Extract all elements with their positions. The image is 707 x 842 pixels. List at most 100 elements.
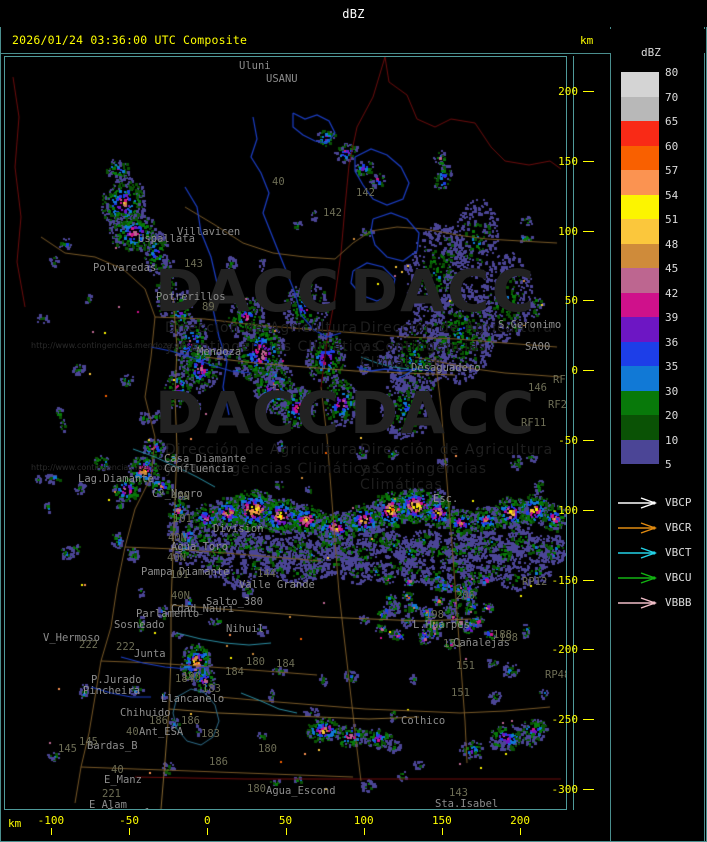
- x-axis-unit-label: km: [8, 817, 22, 830]
- route-label: 151: [451, 687, 470, 699]
- colorbar-title: dBZ: [641, 46, 661, 59]
- y-axis-tick-label: -150: [551, 573, 579, 587]
- colorbar-swatch: [621, 145, 659, 170]
- x-axis-tick-label: 0: [203, 814, 211, 827]
- colorbar-tick-label: 80: [665, 66, 679, 79]
- route-label: 186: [149, 715, 168, 727]
- window-title-text: dBZ: [342, 6, 365, 21]
- route-label: 222: [79, 639, 98, 651]
- arrow-icon: [618, 547, 658, 559]
- route-label: 180: [247, 783, 266, 795]
- colorbar-tick-label: 30: [665, 384, 679, 398]
- colorbar-tick-label: 60: [665, 139, 679, 153]
- colorbar-swatch: [621, 390, 659, 415]
- colorbar-tick-label: 39: [665, 311, 679, 324]
- route-label: RP12: [522, 576, 548, 588]
- colorbar-swatch: [621, 96, 659, 121]
- colorbar-swatch: [621, 415, 659, 440]
- route-label: 184: [225, 666, 244, 678]
- y-axis-tick: [583, 719, 594, 721]
- panel-separator: [704, 27, 705, 842]
- colorbar-tick-label: 65: [665, 115, 679, 128]
- y-axis-tick-label: 200: [558, 84, 578, 98]
- route-label: 89: [202, 301, 215, 313]
- route-label: 190: [182, 671, 201, 683]
- route-label: 40N: [171, 590, 190, 602]
- colorbar-swatch: [621, 121, 659, 146]
- colorbar-tick-label: 42: [665, 286, 679, 300]
- route-label: 188: [493, 629, 512, 641]
- arrow-icon: [618, 597, 658, 609]
- timestamp-label: 2026/01/24 03:36:00 UTC Composite: [12, 33, 248, 47]
- route-label: 40: [126, 726, 139, 738]
- route-label: 40N: [171, 491, 190, 503]
- route-label: 101: [173, 513, 192, 525]
- route-label: 145: [58, 743, 77, 755]
- route-label: RP48: [545, 669, 566, 681]
- colorbar-swatch: [621, 366, 659, 391]
- vector-legend-label: VBCT: [665, 546, 692, 559]
- colorbar-swatch: [621, 341, 659, 366]
- route-label: 143: [184, 258, 203, 270]
- y-axis-tick: [583, 649, 594, 651]
- colorbar-swatch: [621, 292, 659, 317]
- colorbar-tick-label: 57: [665, 164, 679, 177]
- vector-legend: VBCP VBCR VBCT VBCU VBBB: [617, 492, 707, 617]
- window-title: dBZ: [0, 0, 707, 27]
- route-label: 206: [456, 590, 475, 602]
- arrow-icon: [618, 497, 658, 509]
- route-label: RF3: [553, 374, 566, 386]
- frame-edge-left: [0, 0, 1, 842]
- colorbar-tick-label: 5: [665, 458, 672, 471]
- radar-reflectivity-canvas[interactable]: [5, 57, 566, 809]
- route-label: 40: [111, 764, 124, 776]
- route-label: 143: [449, 787, 468, 799]
- y-axis-tick: [583, 90, 594, 92]
- x-axis-tick: [285, 828, 287, 835]
- x-axis-tick: [50, 828, 52, 835]
- y-axis-line: [573, 56, 574, 810]
- y-axis-tick-label: 50: [564, 294, 578, 308]
- colorbar-tick-label: 70: [665, 90, 679, 104]
- route-label: 144: [257, 568, 276, 580]
- route-label: 183: [201, 728, 220, 740]
- vector-legend-row: VBCR: [617, 517, 707, 542]
- y-axis-tick: [583, 300, 594, 302]
- colorbar-swatch: [621, 243, 659, 268]
- x-axis-tick: [129, 828, 131, 835]
- y-axis-tick-label: -200: [551, 643, 579, 657]
- colorbar-swatch: [621, 170, 659, 195]
- x-axis-tick: [363, 828, 365, 835]
- vector-legend-label: VBBB: [665, 596, 692, 609]
- y-axis-tick: [583, 789, 594, 791]
- route-label: 151: [443, 638, 462, 650]
- y-axis-tick-label: 100: [558, 224, 578, 238]
- colorbar-swatch: [621, 72, 659, 97]
- y-axis-unit-label: km: [580, 34, 594, 47]
- y-axis-tick-label: -50: [558, 433, 578, 447]
- x-axis-tick: [207, 828, 209, 835]
- x-axis-tick-label: -50: [119, 814, 140, 827]
- x-axis-tick-label: 150: [431, 814, 452, 827]
- route-label: 145: [79, 736, 98, 748]
- route-label: 40: [272, 176, 285, 188]
- route-label: RF11: [521, 417, 547, 429]
- vector-legend-label: VBCU: [665, 571, 692, 584]
- y-axis-tick: [583, 439, 594, 441]
- y-axis-tick-label: 150: [558, 154, 578, 168]
- info-bar: 2026/01/24 03:36:00 UTC Composite km: [2, 29, 705, 53]
- colorbar-tick-label: 54: [665, 188, 679, 202]
- route-label: 186: [181, 715, 200, 727]
- radar-map-panel[interactable]: DACC Dirección de Agricultura y Continge…: [4, 56, 567, 810]
- colorbar-tick-label: 51: [665, 213, 679, 226]
- arrow-icon: [618, 572, 658, 584]
- colorbar-swatch: [621, 439, 659, 464]
- x-axis-tick-label: -100: [37, 814, 65, 827]
- route-label: 184: [276, 658, 295, 670]
- colorbar-tick-label: 10: [665, 433, 679, 447]
- route-label: 198: [425, 609, 444, 621]
- vector-legend-row: VBBB: [617, 592, 707, 617]
- colorbar: [621, 72, 659, 464]
- route-label: 180: [246, 656, 265, 668]
